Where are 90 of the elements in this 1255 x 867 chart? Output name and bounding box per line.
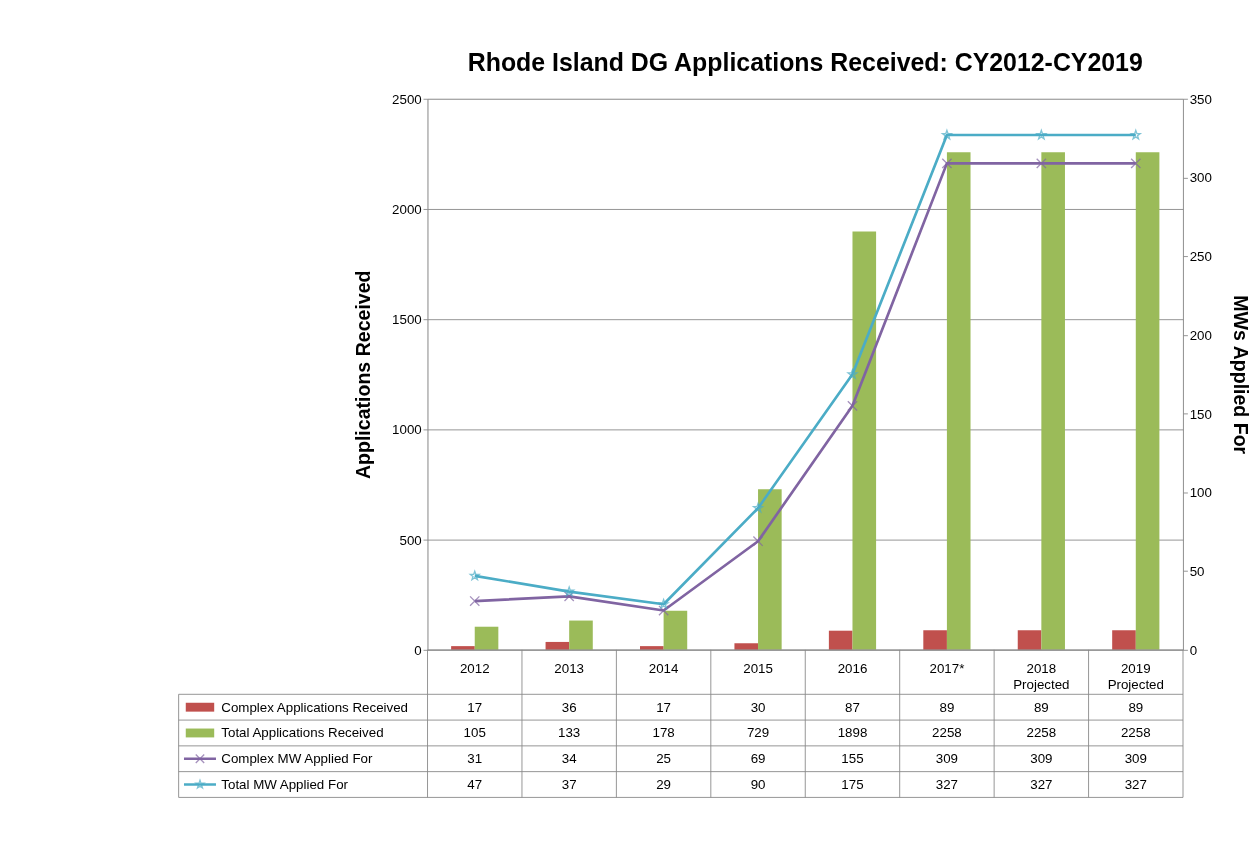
data-label: 155 (841, 751, 864, 767)
point (658, 598, 669, 609)
data-label: 29 (656, 776, 672, 792)
y-tick-label: 1500 (392, 312, 422, 328)
bar (852, 231, 877, 650)
data-label: 34 (561, 751, 578, 767)
y2-tick-label: 100 (1189, 485, 1212, 501)
bar (1135, 152, 1160, 650)
data-label: 2258 (1120, 725, 1151, 741)
y2-tick-label: 0 (1189, 642, 1198, 658)
bar (569, 620, 593, 650)
bar (474, 626, 499, 650)
data-label: 309 (1030, 751, 1053, 767)
point (469, 570, 480, 581)
data-label: 327 (1124, 776, 1147, 792)
y2-tick-label: 350 (1189, 91, 1212, 107)
data-label: 37 (561, 776, 577, 792)
point (1130, 129, 1141, 140)
data-label: 25 (656, 751, 672, 767)
y-tick-label: 500 (399, 532, 422, 548)
data-label: 133 (558, 725, 581, 741)
y2-axis-title: MWs Applied For (1230, 295, 1253, 455)
legend-label: Complex Applications Received (221, 699, 409, 715)
y2-tick-label: 200 (1189, 327, 1212, 343)
point (752, 502, 764, 513)
point (1036, 129, 1047, 140)
data-label: 17 (656, 699, 672, 715)
x-tick-label: 2017* (929, 661, 965, 677)
data-label: 89 (1033, 699, 1049, 715)
point (752, 535, 764, 547)
legend-label: Total Applications Received (221, 725, 384, 741)
legend-label: Complex MW Applied For (221, 751, 373, 767)
x-tick-label: 2013 (554, 661, 584, 677)
y2-tick-label: 150 (1189, 406, 1212, 422)
data-label: 175 (841, 776, 864, 792)
data-label: 87 (845, 699, 860, 715)
bar (946, 152, 971, 650)
bar (734, 643, 759, 650)
point (1036, 158, 1047, 169)
data-label: 69 (750, 751, 766, 767)
data-label: 30 (750, 699, 766, 715)
point (847, 400, 858, 412)
legend-label: Total MW Applied For (221, 776, 349, 792)
data-label: 89 (939, 699, 955, 715)
bar (1112, 630, 1136, 650)
point (469, 595, 481, 607)
bar (663, 610, 688, 650)
y-tick-label: 2500 (392, 91, 422, 107)
data-label: 178 (652, 725, 675, 741)
data-label: 327 (1030, 776, 1053, 792)
bar (923, 630, 947, 650)
bar (828, 630, 853, 650)
y-tick-label: 0 (414, 642, 422, 658)
point (563, 591, 575, 602)
x-tick-label: 2016 (837, 661, 868, 677)
point (1130, 158, 1142, 169)
point (564, 586, 575, 597)
bar (1041, 152, 1065, 650)
data-label: 90 (750, 776, 766, 792)
chart-title: Rhode Island DG Applications Received: CY2012-CY2019 (467, 48, 1143, 77)
point (658, 605, 669, 616)
x-tick-label: 2014 (648, 661, 680, 677)
data-label: 729 (746, 725, 770, 741)
data-label: 1898 (837, 725, 868, 741)
bar (1017, 630, 1042, 650)
data-label: 309 (1124, 751, 1147, 767)
data-label: 17 (467, 699, 483, 715)
data-label: 31 (467, 751, 483, 767)
data-label: 105 (463, 725, 486, 741)
x-tick-label: 2019 Projected (1107, 661, 1164, 692)
data-label: 309 (935, 751, 959, 767)
data-label: 89 (1128, 699, 1144, 715)
point (847, 369, 858, 379)
y2-tick-label: 300 (1189, 170, 1212, 186)
y2-tick-label: 50 (1189, 564, 1205, 580)
data-label: 47 (467, 776, 483, 792)
x-tick-label: 2018 Projected (1013, 661, 1070, 692)
y-axis-title: Applications Received (351, 270, 374, 480)
point (941, 158, 953, 169)
x-tick-label: 2015 (743, 661, 773, 677)
x-tick-label: 2012 (459, 661, 490, 677)
bar (758, 489, 782, 650)
data-label: 36 (561, 699, 577, 715)
data-label: 327 (935, 776, 959, 792)
y2-tick-label: 250 (1189, 249, 1212, 265)
y-tick-label: 1000 (392, 422, 422, 438)
point (941, 129, 953, 140)
y-tick-label: 2000 (392, 201, 422, 217)
data-label: 2258 (932, 725, 962, 741)
data-label: 2258 (1026, 725, 1057, 741)
